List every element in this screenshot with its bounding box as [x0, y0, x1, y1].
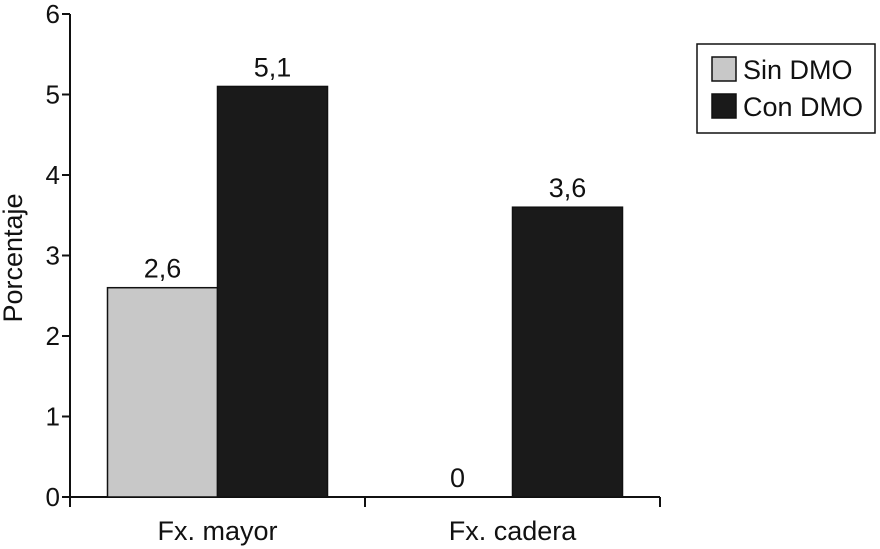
x-category-label: Fx. cadera: [449, 516, 578, 546]
y-tick-label: 1: [46, 402, 60, 432]
legend-swatch: [711, 93, 737, 119]
x-category-label: Fx. mayor: [157, 516, 277, 546]
bar: [511, 206, 624, 498]
bar: [106, 286, 219, 498]
y-tick-label: 3: [46, 241, 60, 271]
bars: [106, 85, 624, 498]
legend-label: Sin DMO: [743, 55, 853, 85]
y-tick-label: 6: [46, 0, 60, 29]
y-tick-label: 4: [46, 160, 60, 190]
data-label: 3,6: [549, 173, 587, 203]
y-tick-label: 0: [46, 482, 60, 512]
legend: Sin DMO Con DMO: [696, 43, 876, 134]
y-axis-label: Porcentaje: [0, 193, 28, 322]
y-tick-label: 5: [46, 80, 60, 110]
legend-swatch: [711, 56, 737, 82]
data-label: 5,1: [254, 52, 292, 82]
data-label: 0: [450, 463, 465, 493]
bar: [216, 85, 329, 498]
data-label: 2,6: [144, 254, 182, 284]
labels: 2,6 5,1 Fx. mayor 0 3,6 Fx. cadera: [144, 52, 587, 546]
legend-label: Con DMO: [743, 92, 863, 122]
y-tick-label: 2: [46, 321, 60, 351]
